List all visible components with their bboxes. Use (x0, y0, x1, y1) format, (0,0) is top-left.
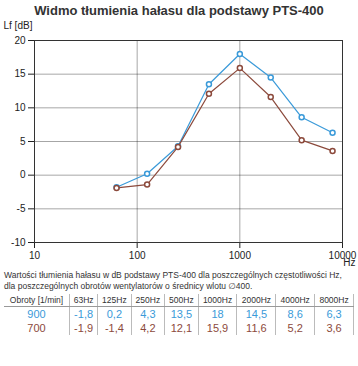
html-text:Wartości tłumienia hałasu w dB: Wartości tłumienia hałasu w dB podstawy … (4, 270, 342, 291)
html-text:900: 900 (27, 308, 46, 320)
svg-text:Lf [dB]: Lf [dB] (4, 20, 33, 31)
svg-text:0: 0 (20, 169, 26, 180)
svg-text:10000: 10000 (328, 249, 357, 261)
html-text:250Hz: 250Hz (135, 295, 161, 305)
html-text:4,3: 4,3 (140, 308, 156, 320)
svg-text:20: 20 (14, 35, 26, 46)
html-text:Widmo tłumienia hałasu dla pod: Widmo tłumienia hałasu dla podstawy PTS-… (34, 3, 324, 18)
html-text:2000Hz: 2000Hz (241, 295, 271, 305)
svg-text:-5: -5 (17, 203, 26, 214)
html-text:8000Hz: 8000Hz (319, 295, 349, 305)
svg-text:10: 10 (29, 250, 41, 261)
html-text:14,5: 14,5 (245, 308, 268, 320)
html-text:12,1: 12,1 (170, 322, 193, 334)
html-text:-1,9: -1,9 (74, 322, 94, 334)
html-text:6,3: 6,3 (326, 308, 342, 320)
html-text:-1,8: -1,8 (74, 308, 94, 320)
svg-text:1000: 1000 (229, 250, 252, 261)
html-text:63Hz: 63Hz (73, 295, 94, 305)
html-text:1000Hz: 1000Hz (202, 295, 233, 305)
html-text:700: 700 (27, 322, 46, 334)
svg-text:Hz: Hz (343, 257, 355, 268)
svg-text:100: 100 (129, 250, 146, 261)
svg-text:10: 10 (14, 102, 26, 113)
html-text:5,2: 5,2 (287, 322, 303, 334)
html-text:3,6: 3,6 (326, 322, 342, 334)
html-text:8,6: 8,6 (287, 308, 303, 320)
html-text:4000Hz: 4000Hz (280, 295, 310, 305)
html-text:18: 18 (211, 308, 224, 320)
html-text:Obroty [1/min]: Obroty [1/min] (9, 295, 64, 305)
html-text:11,6: 11,6 (246, 322, 267, 334)
svg-text:15: 15 (14, 68, 26, 79)
html-text:-1,4: -1,4 (104, 322, 124, 334)
html-text:500Hz: 500Hz (169, 295, 194, 305)
html-text:15,9: 15,9 (206, 322, 229, 334)
svg-text:-10: -10 (11, 237, 26, 248)
html-text:4,2: 4,2 (140, 322, 156, 334)
svg-text:5: 5 (20, 136, 26, 147)
html-text:13,5: 13,5 (170, 308, 193, 320)
html-text:125Hz: 125Hz (102, 295, 127, 305)
html-text:0,2: 0,2 (106, 308, 122, 320)
